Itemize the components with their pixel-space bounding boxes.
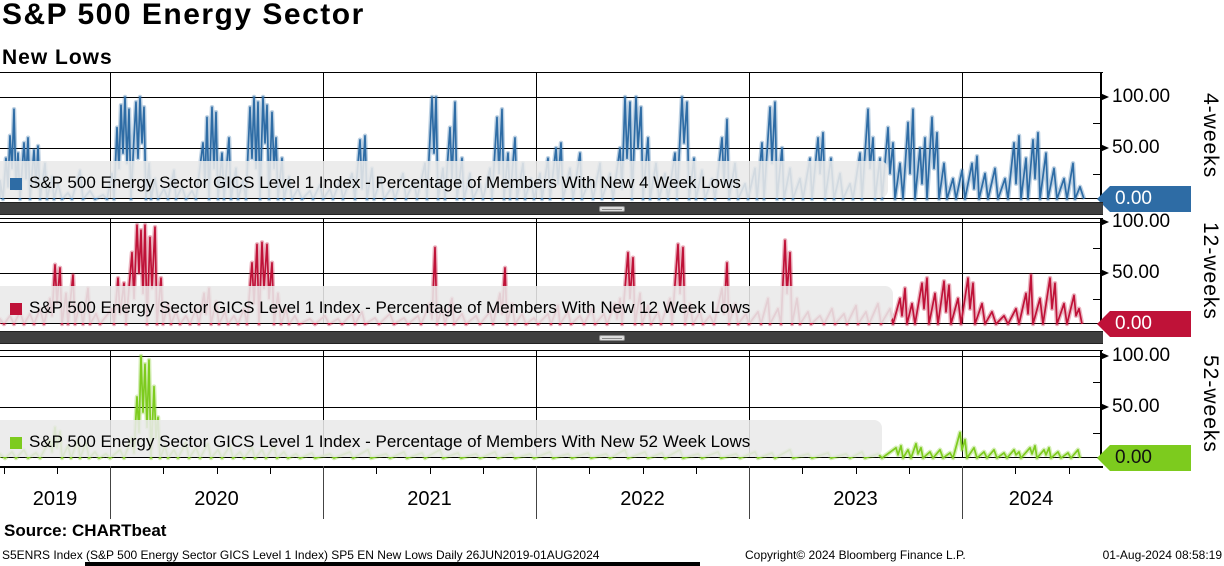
footer-timestamp: 01-Aug-2024 08:58:19 [1102, 548, 1222, 562]
legend-label: S&P 500 Energy Sector GICS Level 1 Index… [29, 432, 751, 451]
footer: S5ENRS Index (S&P 500 Energy Sector GICS… [0, 548, 1224, 562]
tick-arrow-icon [1100, 218, 1109, 226]
x-tick-year: 2021 [407, 488, 452, 510]
series-line-52-weeks [0, 353, 1083, 461]
tick-arrow-icon [1100, 144, 1109, 152]
x-tick-year: 2022 [620, 488, 665, 510]
last-value-badge: 0.00 [1097, 445, 1191, 471]
panel-period-label: 12-weeks [1199, 222, 1222, 320]
gridlines [0, 72, 1224, 199]
legend-label: S&P 500 Energy Sector GICS Level 1 Index… [29, 298, 751, 317]
x-tick-year: 2019 [32, 488, 78, 510]
panel-52-weeks: S&P 500 Energy Sector GICS Level 1 Index… [0, 345, 1224, 471]
y-tick-100: 100.00 [1100, 211, 1170, 233]
y-tick-label: 100.00 [1112, 86, 1171, 107]
last-value-badge: 0.00 [1097, 311, 1191, 337]
tick-arrow-icon [1100, 269, 1109, 277]
y-tick-label: 100.00 [1112, 345, 1171, 366]
footer-copyright: Copyright© 2024 Bloomberg Finance L.P. [745, 548, 966, 562]
panel-splitter[interactable] [0, 202, 1103, 215]
y-tick-50: 50.00 [1100, 262, 1160, 284]
panel-4-weeks: S&P 500 Energy Sector GICS Level 1 Index… [0, 72, 1224, 212]
chart-title: S&P 500 Energy Sector [2, 0, 365, 31]
last-value: 0.00 [1115, 313, 1152, 334]
tick-arrow-icon [1100, 403, 1109, 411]
y-tick-50: 50.00 [1100, 137, 1160, 159]
bottom-bar [85, 562, 700, 566]
source-label: Source: CHARTbeat [4, 521, 167, 540]
x-axis: 2019 2020 2021 2022 2023 2024 [0, 466, 1224, 522]
splitter-grip-icon[interactable] [599, 335, 625, 341]
tick-arrow-icon [1100, 352, 1109, 360]
x-tick-year: 2023 [833, 488, 878, 510]
panel-period-label: 52-weeks [1199, 355, 1222, 453]
footer-ticker-info: S5ENRS Index (S&P 500 Energy Sector GICS… [2, 548, 600, 562]
panel-period-label: 4-weeks [1199, 92, 1222, 179]
panel-splitter[interactable] [0, 331, 1103, 344]
y-tick-100: 100.00 [1100, 345, 1170, 367]
x-axis-line [0, 466, 1103, 468]
y-tick-label: 50.00 [1112, 137, 1160, 158]
legend-band: S&P 500 Energy Sector GICS Level 1 Index… [0, 286, 893, 323]
legend-color-swatch [10, 303, 22, 315]
legend-band: S&P 500 Energy Sector GICS Level 1 Index… [0, 161, 888, 198]
legend-color-swatch [10, 178, 22, 190]
y-tick-100: 100.00 [1100, 86, 1170, 108]
last-value: 0.00 [1115, 447, 1152, 468]
y-tick-label: 100.00 [1112, 211, 1171, 232]
splitter-grip-icon[interactable] [599, 206, 625, 212]
legend-color-swatch [10, 437, 22, 449]
panel-12-weeks: S&P 500 Energy Sector GICS Level 1 Index… [0, 211, 1224, 337]
x-tick-year: 2024 [1008, 488, 1054, 510]
legend-label: S&P 500 Energy Sector GICS Level 1 Index… [29, 173, 741, 192]
series-line-12-weeks [0, 222, 1085, 327]
legend-band: S&P 500 Energy Sector GICS Level 1 Index… [0, 420, 882, 457]
y-tick-label: 50.00 [1112, 262, 1160, 283]
x-tick-year: 2020 [194, 488, 239, 510]
right-axis-line [1100, 72, 1102, 199]
last-value-badge: 0.00 [1097, 186, 1191, 212]
last-value: 0.00 [1115, 188, 1152, 209]
tick-arrow-icon [1100, 93, 1109, 101]
y-tick-label: 50.00 [1112, 396, 1160, 417]
y-tick-50: 50.00 [1100, 396, 1160, 418]
chart-subtitle: New Lows [2, 46, 113, 69]
gridlines [0, 350, 1224, 458]
